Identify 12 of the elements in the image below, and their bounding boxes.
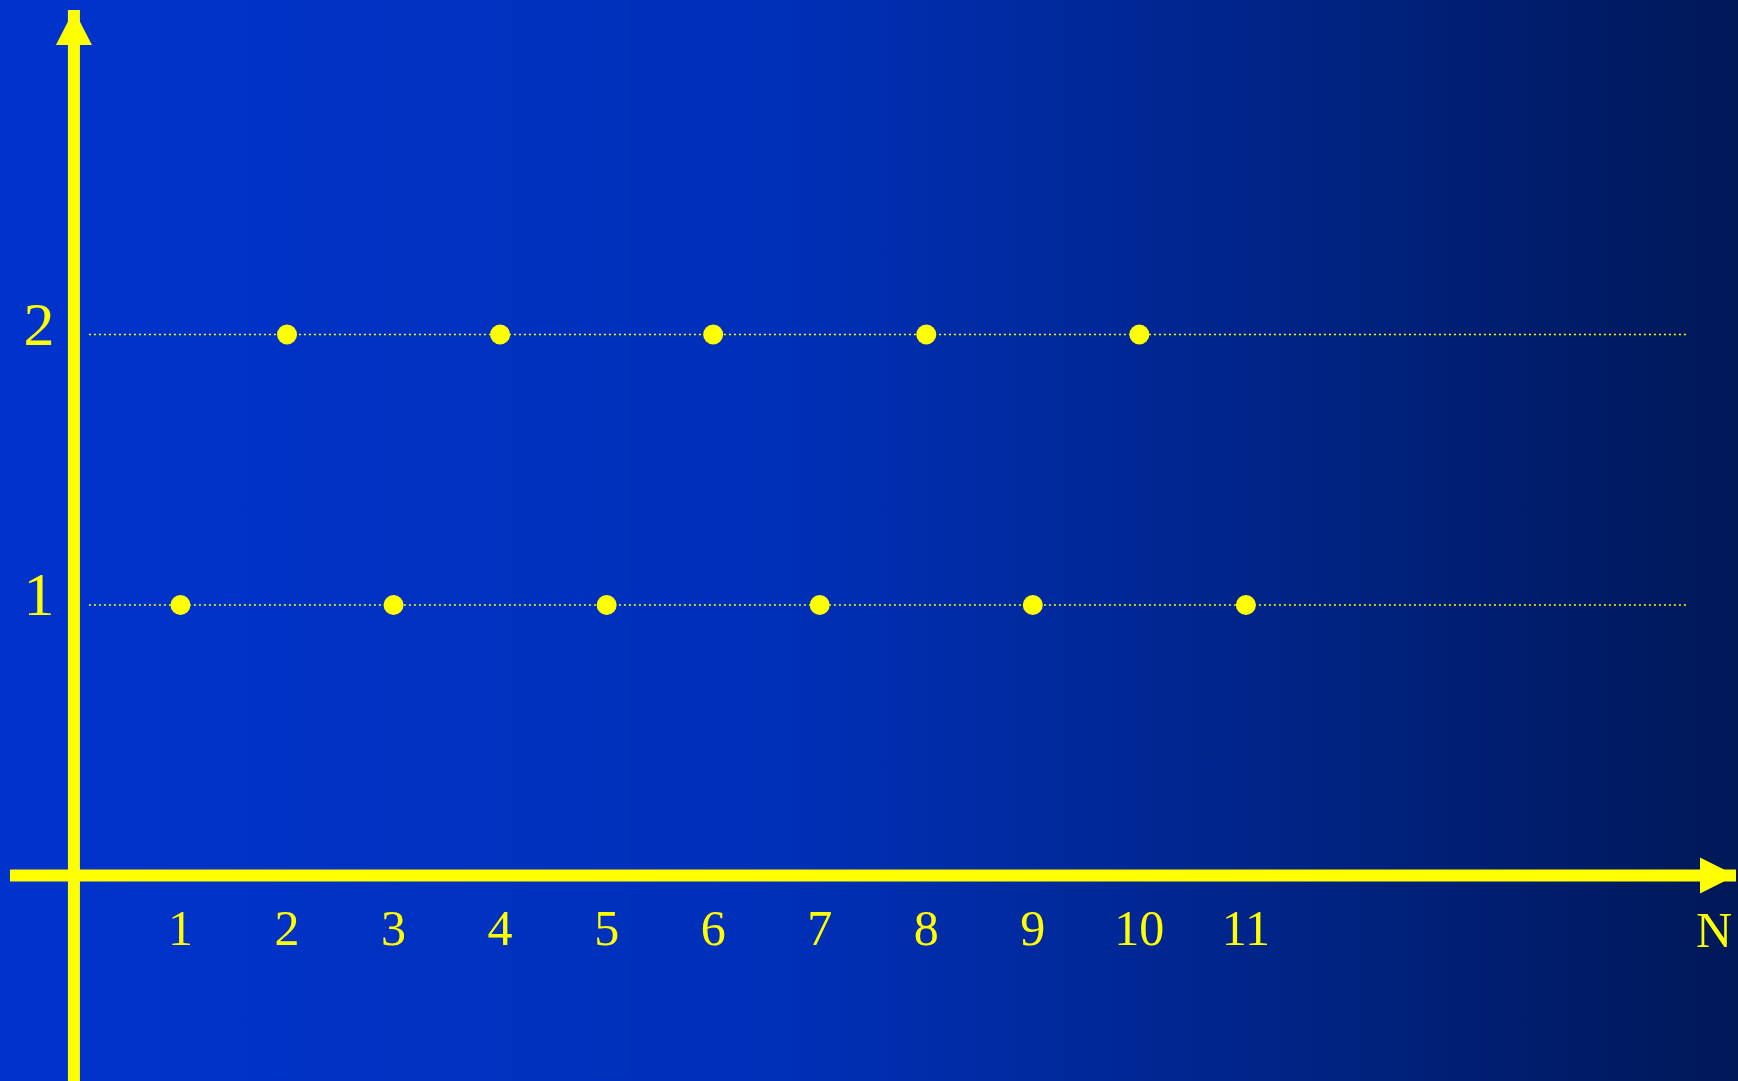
- x-tick-label: 11: [1221, 900, 1270, 957]
- x-tick-label: 2: [274, 900, 300, 957]
- x-tick-label: 1: [167, 900, 193, 957]
- x-tick-label: 4: [487, 900, 513, 957]
- x-tick-label: 9: [1020, 900, 1046, 957]
- x-tick-label: 10: [1114, 900, 1165, 957]
- x-tick-label: 6: [700, 900, 726, 957]
- x-tick-label: 5: [594, 900, 620, 957]
- x-tick-label: 7: [807, 900, 833, 957]
- x-tick-label: 8: [913, 900, 939, 957]
- x-axis-title: N: [1695, 902, 1732, 959]
- x-tick-label: 3: [381, 900, 407, 957]
